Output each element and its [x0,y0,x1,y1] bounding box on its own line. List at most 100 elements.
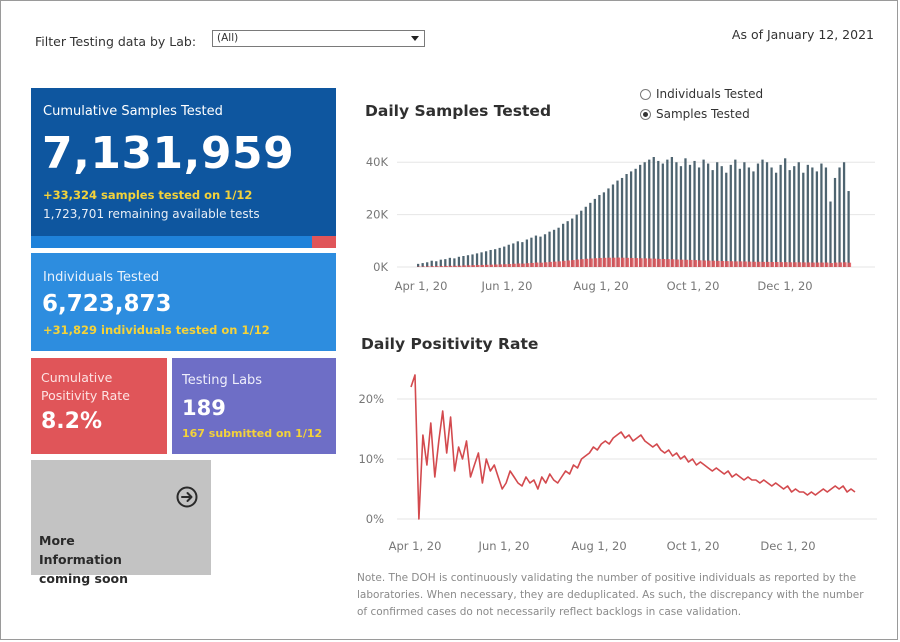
positive-bar [430,266,435,267]
positive-bar [489,264,494,267]
cumulative-samples-value: 7,131,959 [42,128,295,179]
toggle-samples-label: Samples Tested [656,107,750,121]
samples-bar [525,239,529,267]
samples-bar [534,235,538,267]
samples-bar [693,160,696,267]
positive-bar [761,261,765,267]
samples-bar [639,164,642,267]
positive-bar [575,259,580,267]
samples-bar [598,194,601,267]
positivity-rate-card: Cumulative Positivity Rate 8.2% [31,358,167,454]
positive-bar [625,257,630,267]
samples-bar [557,227,560,267]
lab-filter-dropdown[interactable]: (All) [212,30,425,47]
testing-labs-delta: 167 submitted on 1/12 [182,427,323,440]
samples-bar [824,167,828,267]
positivity-ytick-1: 10% [358,452,384,466]
cumulative-samples-title: Cumulative Samples Tested [43,104,223,119]
samples-bar [439,259,442,267]
individuals-tested-value: 6,723,873 [42,291,172,317]
positive-bar [774,262,779,267]
positivity-xtick-3: Oct 1, 20 [667,539,720,553]
positive-bar [521,263,525,267]
samples-bar [643,162,646,267]
samples-bar [471,254,474,267]
samples-bar [475,253,479,267]
positivity-xtick-0: Apr 1, 20 [389,539,442,553]
samples-bar [829,201,832,267]
remaining-tests-text: 1,723,701 remaining available tests [43,207,260,221]
samples-ytick-2: 40K [366,155,389,169]
more-information-text: More Information coming soon [39,533,129,586]
positive-bar [829,263,833,267]
positive-bar [670,259,675,267]
positive-bar [784,262,788,267]
positive-bar [543,262,548,267]
positive-bar [503,264,507,267]
positive-bar [797,262,802,267]
chevron-down-icon [411,36,419,41]
positive-bar [743,261,747,267]
positive-bar [462,265,466,267]
samples-bar [697,167,701,267]
positive-bar [557,261,562,267]
positive-bar [494,264,498,267]
positive-bar [566,260,571,267]
samples-bar [720,166,723,267]
positivity-rate-title: Cumulative Positivity Rate [41,370,130,403]
samples-bar [589,202,592,267]
positive-bar [643,258,648,267]
samples-bar [512,243,515,267]
samples-xtick-1: Jun 1, 20 [481,279,533,293]
samples-bar [784,158,787,267]
positivity-rate-value: 8.2% [41,409,103,434]
samples-bar [453,258,456,267]
positive-bar [820,262,824,267]
samples-bar [421,263,424,267]
positive-bar [616,257,620,267]
samples-bar [625,174,628,267]
toggle-samples-tested[interactable]: Samples Tested [640,107,750,121]
samples-bar [462,256,465,267]
positive-bar [693,260,698,267]
samples-bar [507,244,510,267]
positive-bar [530,262,534,267]
remaining-tests-bar [31,236,336,248]
positive-bar [756,261,761,267]
arrow-circle-right-icon[interactable] [176,486,198,508]
positive-bar [779,262,784,267]
samples-bar [752,171,755,267]
samples-xtick-4: Dec 1, 20 [757,279,812,293]
samples-bar [562,223,565,267]
samples-bar [666,159,669,267]
samples-bar [417,263,420,267]
toggle-individuals-tested[interactable]: Individuals Tested [640,87,763,101]
positive-bar [525,263,530,267]
samples-xtick-0: Apr 1, 20 [395,279,448,293]
positive-bar [666,259,670,267]
positive-bar [611,257,616,267]
positive-bar [734,261,738,267]
samples-bar [611,184,615,267]
samples-bar [435,261,438,267]
positive-bar [435,266,439,267]
samples-bar [516,241,519,267]
radio-samples[interactable] [640,108,651,120]
testing-labs-title: Testing Labs [182,373,263,388]
positive-bar [512,263,516,267]
positive-bar [448,265,453,267]
positive-bar [720,260,725,267]
positive-bar [607,257,611,267]
samples-bar [521,242,524,267]
radio-individuals[interactable] [640,88,651,100]
more-information-card[interactable]: More Information coming soon [31,460,211,586]
positive-bar [688,259,693,267]
samples-bar [498,247,501,267]
samples-bar [620,177,624,267]
toggle-individuals-label: Individuals Tested [656,87,764,101]
positive-bar [639,258,643,267]
samples-bar [629,171,633,267]
positive-bar [498,264,503,267]
positive-bar [475,265,480,267]
